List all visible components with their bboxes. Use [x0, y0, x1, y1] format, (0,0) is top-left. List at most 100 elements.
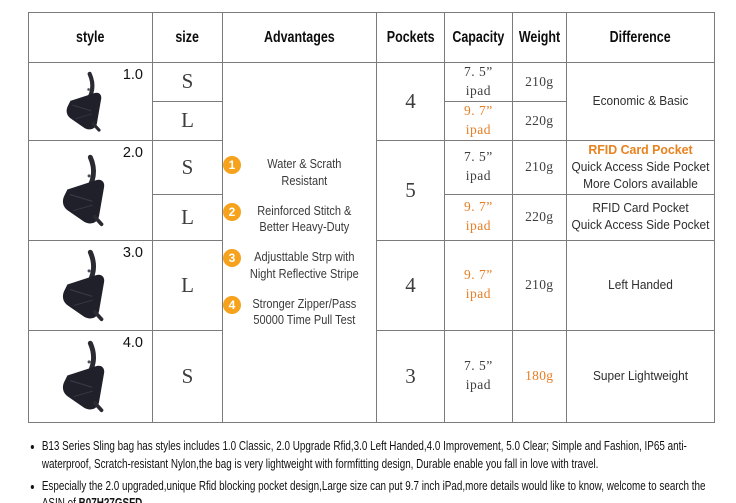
capacity-cell: 7. 5” ipad: [444, 62, 513, 102]
style-cell-v4: 4.0: [28, 329, 153, 423]
sling-bag-image: [55, 249, 117, 325]
col-header-pockets-label: Pockets: [386, 28, 435, 46]
advantage-number-badge: 4: [223, 295, 241, 314]
advantage-item: 1 Water & Scrath Resistant: [223, 156, 376, 189]
table-row: L 9. 7” ipad 220g: [29, 100, 715, 141]
note-item: B13 Series Sling bag has styles includes…: [42, 438, 725, 474]
style-cell-v2: 2.0: [28, 139, 153, 241]
difference-text: Left Handed: [607, 277, 673, 292]
capacity-device: ipad: [465, 82, 491, 98]
difference-text: Quick Access Side Pocket: [571, 159, 710, 174]
size-cell: L: [152, 193, 223, 241]
pockets-cell: 5: [376, 139, 445, 241]
capacity-size: 9. 7”: [463, 199, 493, 215]
size-cell: S: [152, 139, 223, 195]
col-header-advantages: Advantages: [222, 12, 377, 63]
capacity-device: ipad: [465, 168, 491, 184]
advantages-cell: 1 Water & Scrath Resistant 2 Reinforced …: [222, 62, 377, 423]
weight-cell: 220g: [511, 193, 567, 241]
table-row: L 9. 7” ipad 220g RFID Card Pocket Quick…: [29, 193, 715, 241]
difference-text: Economic & Basic: [592, 93, 689, 108]
col-header-size: size: [152, 12, 223, 63]
difference-text: Super Lightweight: [592, 368, 688, 383]
capacity-size: 7. 5”: [463, 64, 493, 79]
capacity-cell: 7. 5” ipad: [444, 139, 513, 195]
weight-cell: 210g: [511, 62, 567, 102]
col-header-size-label: size: [175, 28, 200, 46]
footnotes: B13 Series Sling bag has styles includes…: [30, 438, 730, 503]
table-row: 2.0 S 5 7. 5” ipad 210g RFID Card Pocket…: [28, 139, 715, 241]
weight-cell: 220g: [511, 100, 567, 141]
table-header-row: style size Advantages Pockets Capacity W…: [28, 12, 715, 63]
advantage-text: Water & Scrath Resistant: [267, 157, 342, 188]
note-text: Especially the 2.0 upgraded,unique Rfid …: [41, 478, 706, 503]
table-row: 3.0 L 4 9. 7” ipad 210g Left Handed: [28, 239, 715, 331]
style-cell-v1: 1.0: [28, 62, 153, 141]
capacity-device: ipad: [465, 286, 491, 302]
capacity-cell: 9. 7” ipad: [444, 239, 513, 331]
difference-text: Quick Access Side Pocket: [571, 218, 710, 233]
pockets-cell: 4: [376, 239, 445, 331]
note-asin-text: B07H27GSFD: [79, 496, 143, 503]
advantage-item: 2 Reinforced Stitch & Better Heavy-Duty: [223, 202, 376, 236]
weight-cell: 210g: [511, 139, 567, 195]
size-cell: S: [152, 329, 223, 423]
style-cell-v3: 3.0: [28, 239, 153, 331]
capacity-device: ipad: [465, 218, 491, 234]
footnotes-inner: B13 Series Sling bag has styles includes…: [30, 438, 725, 503]
col-header-difference-label: Difference: [609, 28, 671, 46]
difference-cell: RFID Card Pocket Quick Access Side Pocke…: [565, 139, 715, 195]
capacity-cell: 7. 5” ipad: [444, 329, 513, 423]
difference-cell: Super Lightweight: [565, 329, 715, 423]
advantage-item: 4 Stronger Zipper/Pass 50000 Time Pull T…: [223, 295, 376, 329]
version-label: 1.0: [122, 67, 143, 83]
size-cell: S: [152, 62, 223, 102]
capacity-size: 7. 5”: [463, 358, 493, 374]
footnote-list: B13 Series Sling bag has styles includes…: [30, 438, 725, 503]
difference-cell: Left Handed: [565, 239, 715, 331]
col-header-capacity: Capacity: [444, 12, 513, 63]
advantage-text: Reinforced Stitch & Better Heavy-Duty: [257, 203, 352, 235]
weight-cell: 210g: [511, 239, 567, 331]
difference-highlight-text: RFID Card Pocket: [588, 141, 693, 157]
col-header-capacity-label: Capacity: [452, 28, 505, 46]
col-header-pockets: Pockets: [376, 12, 445, 63]
col-header-advantages-label: Advantages: [264, 28, 335, 46]
weight-cell: 180g: [511, 329, 567, 423]
advantage-text: Adjusttable Strp with Night Reflective S…: [249, 250, 359, 281]
version-label: 2.0: [122, 144, 143, 161]
note-item: Especially the 2.0 upgraded,unique Rfid …: [42, 478, 725, 503]
pockets-cell: 4: [376, 62, 445, 141]
version-label: 4.0: [122, 334, 143, 351]
capacity-device: ipad: [465, 121, 491, 137]
capacity-size: 9. 7”: [463, 102, 493, 118]
sling-bag-image: [60, 71, 112, 135]
advantage-number-badge: 1: [223, 156, 241, 175]
col-header-style-label: style: [76, 28, 105, 46]
col-header-weight-label: Weight: [518, 28, 560, 46]
advantage-number-badge: 2: [223, 202, 241, 221]
product-comparison-table: style size Advantages Pockets Capacity W…: [28, 12, 715, 423]
col-header-weight: Weight: [511, 12, 567, 63]
table-row: 1.0 S 1 Water & Scrath Resistant 2 Reinf…: [28, 62, 715, 423]
advantage-number-badge: 3: [223, 249, 241, 268]
sling-bag-image: [55, 154, 117, 230]
difference-text: RFID Card Pocket: [592, 200, 689, 215]
difference-cell: RFID Card Pocket Quick Access Side Pocke…: [565, 193, 715, 241]
advantage-text: Stronger Zipper/Pass 50000 Time Pull Tes…: [252, 296, 357, 328]
capacity-device: ipad: [465, 377, 491, 393]
difference-cell: Economic & Basic: [565, 62, 715, 141]
size-cell: L: [152, 100, 223, 141]
col-header-difference: Difference: [565, 12, 715, 63]
advantage-item: 3 Adjusttable Strp with Night Reflective…: [223, 249, 376, 282]
pockets-cell: 3: [376, 329, 445, 423]
table-row: 4.0 S 3 7. 5” ipad 180g Super Lightweigh…: [28, 329, 715, 423]
version-label: 3.0: [122, 244, 143, 261]
capacity-cell: 9. 7” ipad: [444, 193, 513, 241]
col-header-style: style: [28, 12, 153, 63]
note-text: B13 Series Sling bag has styles includes…: [41, 439, 687, 471]
sling-bag-image: [55, 340, 117, 416]
difference-text: More Colors available: [582, 177, 698, 192]
capacity-size: 9. 7”: [463, 267, 493, 283]
